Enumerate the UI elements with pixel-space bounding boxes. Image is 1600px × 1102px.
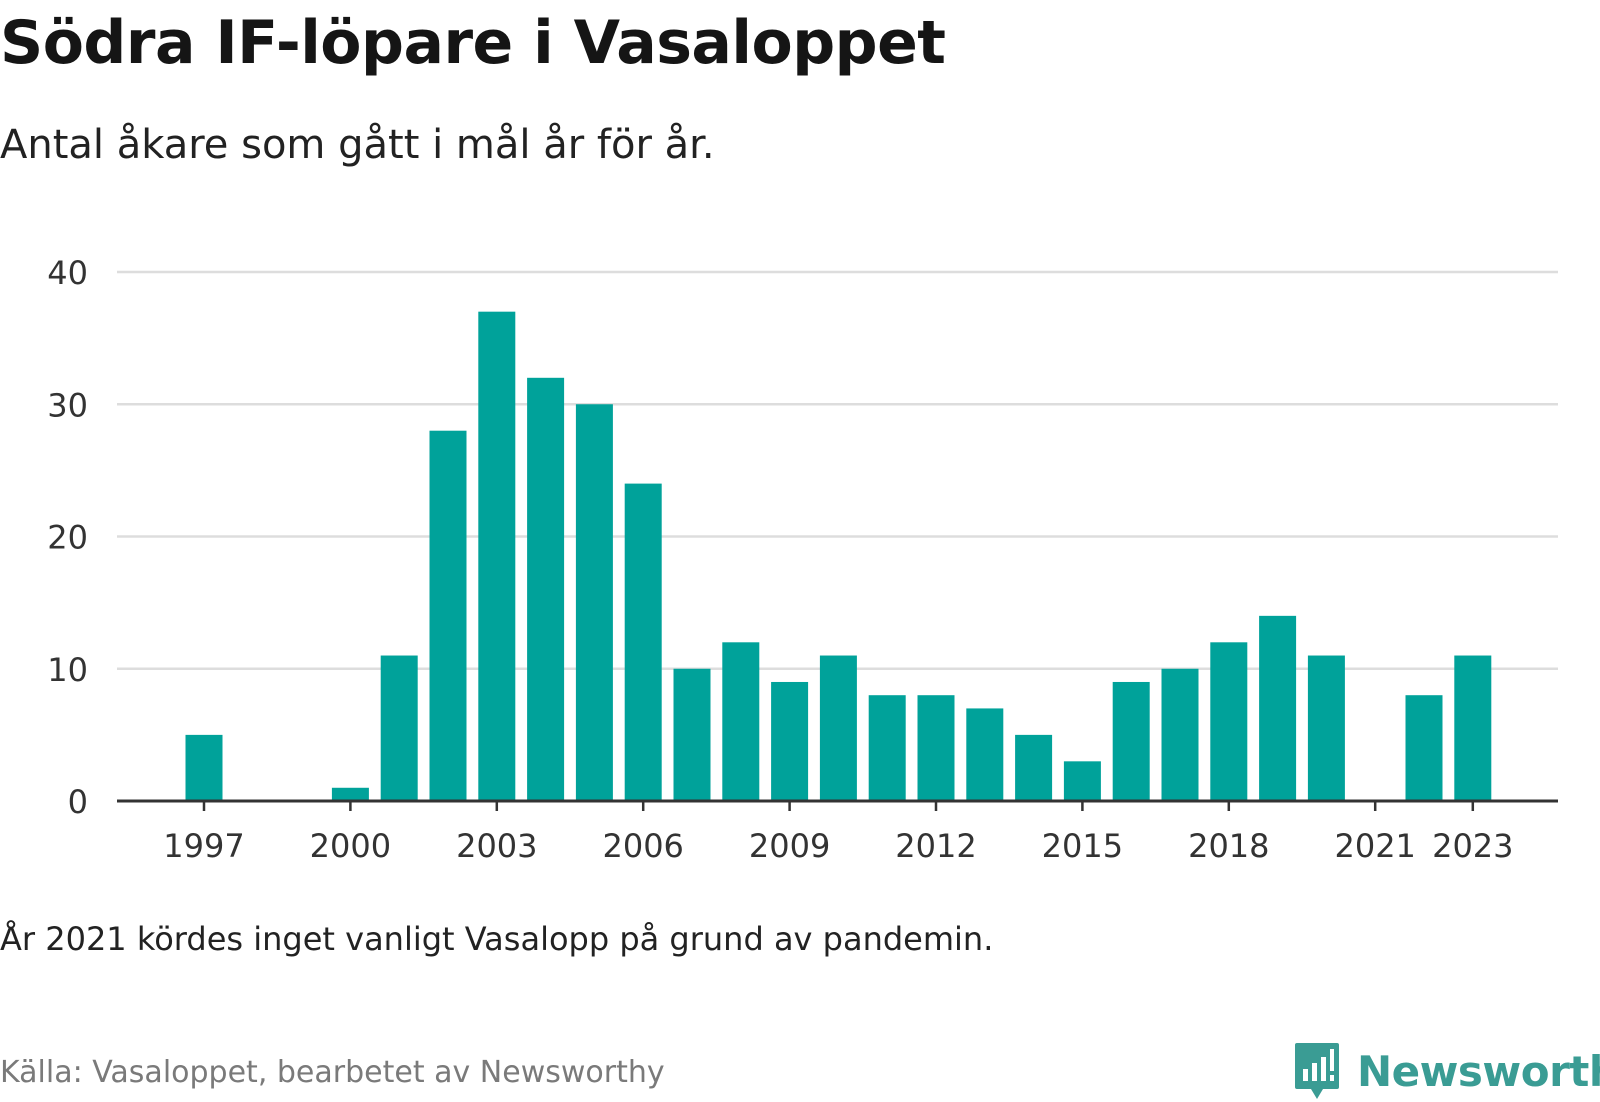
x-tick-label: 2018 [1188, 827, 1269, 865]
x-tick-label: 1997 [163, 827, 244, 865]
bar-chart: 0 10 20 30 40 1997 2000 2003 2006 2009 2012 2015 201… [47, 254, 1558, 865]
bar [575, 404, 613, 801]
bar [1307, 655, 1345, 801]
y-tick-label: 10 [47, 651, 88, 689]
chart-note: År 2021 kördes inget vanligt Vasalopp på… [0, 920, 994, 958]
y-tick-label: 40 [47, 254, 88, 292]
bar [771, 681, 809, 801]
bar [429, 430, 467, 801]
x-tick-label: 2006 [602, 827, 683, 865]
newsworthy-logo-icon [1295, 1043, 1339, 1099]
source-credit: Källa: Vasaloppet, bearbetet av Newswort… [0, 1055, 665, 1090]
bar [380, 655, 418, 801]
bar [1259, 615, 1297, 801]
bar [722, 642, 760, 801]
x-tick-label: 2023 [1432, 827, 1513, 865]
chart-subtitle: Antal åkare som gått i mål år för år. [0, 122, 715, 168]
bar [1015, 734, 1053, 801]
x-tick-label: 2015 [1042, 827, 1123, 865]
bar [527, 377, 565, 801]
bar [917, 695, 955, 801]
brand-name: Newsworthy [1357, 1046, 1600, 1096]
bar [819, 655, 857, 801]
bar [966, 708, 1004, 801]
x-tick-label: 2003 [456, 827, 537, 865]
bar [1210, 642, 1248, 801]
y-tick-label: 30 [47, 386, 88, 424]
bar [673, 668, 711, 801]
y-tick-label: 0 [68, 783, 88, 821]
x-tick-label: 2009 [749, 827, 830, 865]
newsworthy-logo: Newsworthy [1293, 1040, 1600, 1102]
y-tick-label: 20 [47, 519, 88, 557]
bar [331, 787, 369, 801]
bar [624, 483, 662, 801]
chart-title: Södra IF-löpare i Vasaloppet [0, 8, 946, 78]
bar [868, 695, 906, 801]
bar [1063, 761, 1101, 801]
bar [1405, 695, 1443, 801]
bar [185, 734, 223, 801]
bar [478, 311, 516, 801]
bar [1454, 655, 1492, 801]
bar [1112, 681, 1150, 801]
x-tick-label: 2021 [1334, 827, 1415, 865]
bar [1161, 668, 1199, 801]
x-tick-label: 2000 [310, 827, 391, 865]
x-tick-label: 2012 [895, 827, 976, 865]
